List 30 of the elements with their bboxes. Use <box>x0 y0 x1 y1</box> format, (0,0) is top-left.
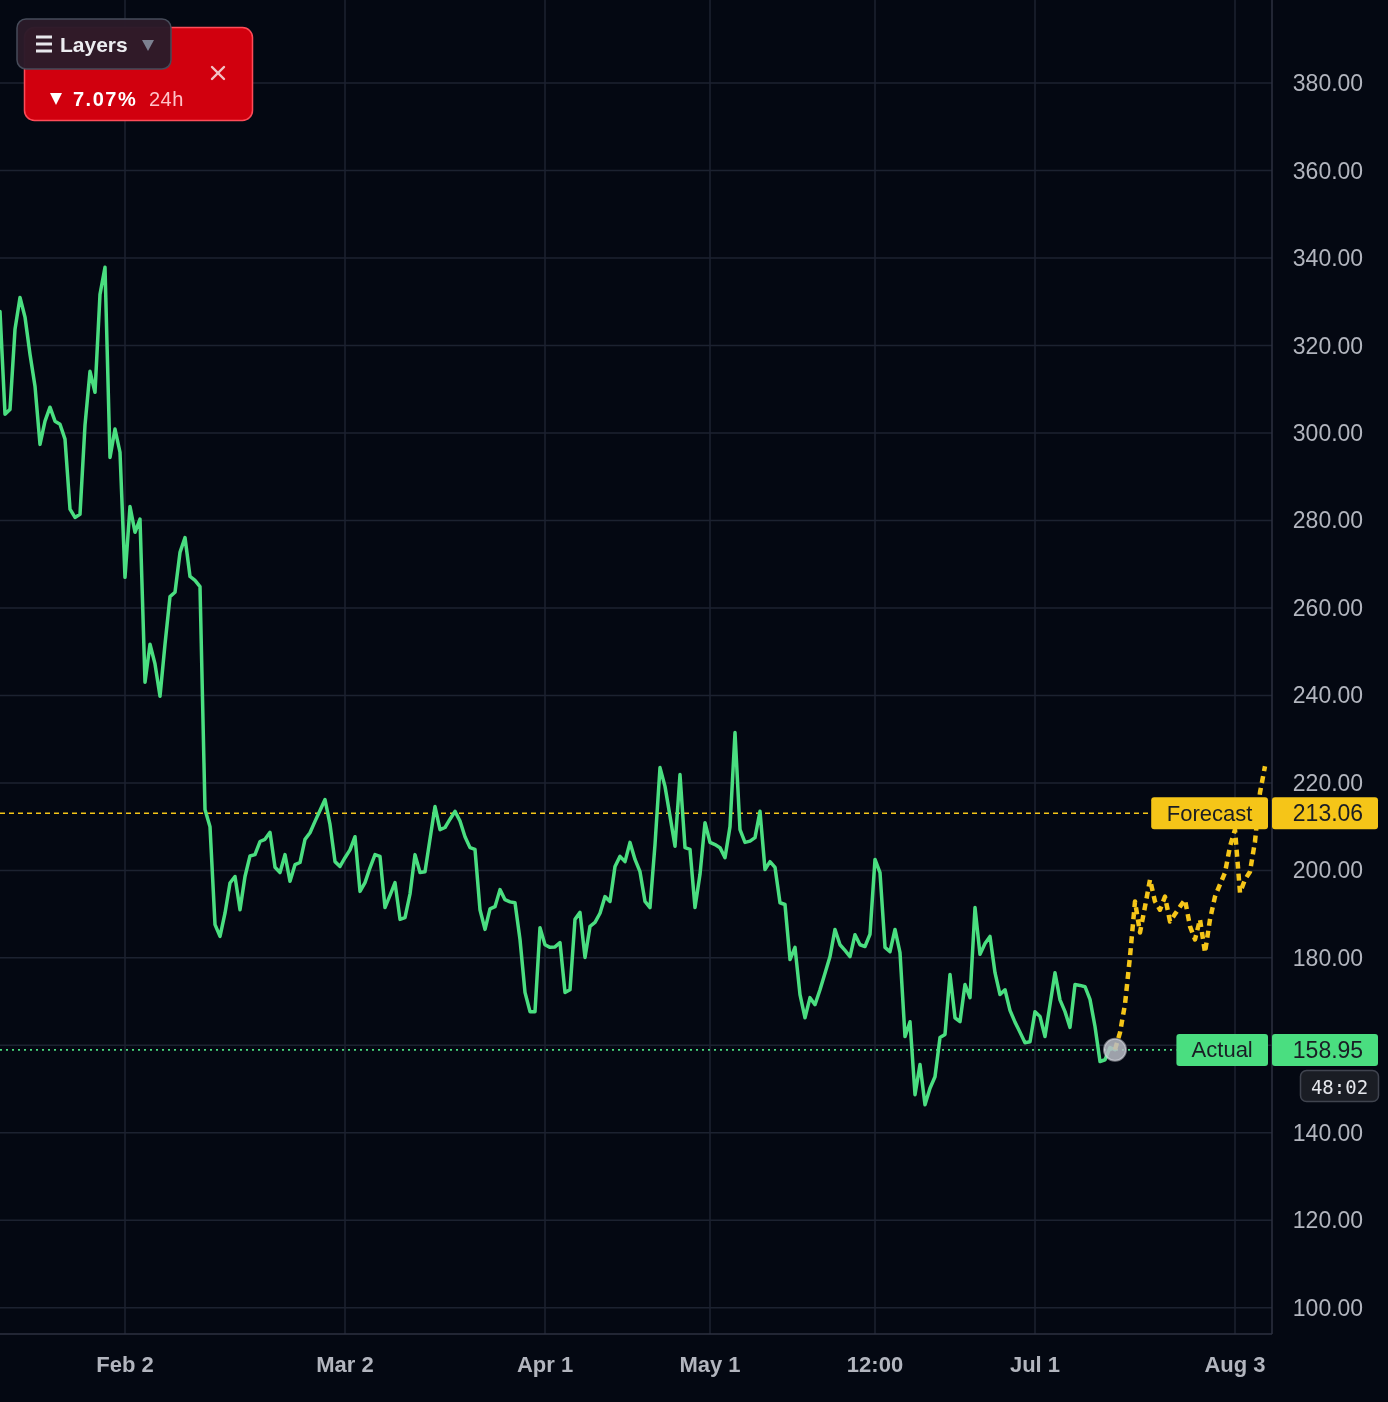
y-tick-label: 280.00 <box>1292 507 1364 534</box>
x-tick-label: Aug 3 <box>1204 1351 1266 1377</box>
y-tick-label: 220.00 <box>1292 769 1364 796</box>
x-tick-label: May 1 <box>679 1351 741 1377</box>
y-tick-label: 340.00 <box>1292 245 1364 272</box>
y-tick-label: 180.00 <box>1292 944 1364 971</box>
text: 158.95 <box>1292 1036 1364 1063</box>
x-tick-label: Jul 1 <box>1009 1351 1061 1377</box>
layers-button: Layers <box>16 18 172 70</box>
y-tick-label: 360.00 <box>1292 157 1364 184</box>
x-tick-label: Feb 2 <box>96 1351 154 1377</box>
y-tick-label: 300.00 <box>1292 420 1364 446</box>
y-tick-label: 260.00 <box>1292 594 1364 621</box>
y-tick-label: 200.00 <box>1292 857 1364 884</box>
text: 213.06 <box>1292 800 1364 827</box>
y-tick-label: 240.00 <box>1292 682 1364 709</box>
y-tick-label: 320.00 <box>1292 332 1364 359</box>
annotation: 24h <box>149 88 184 110</box>
y-tick-label: 380.00 <box>1292 70 1364 97</box>
x-tick-label: Mar 2 <box>316 1351 374 1377</box>
y-tick-label: 100.00 <box>1292 1294 1364 1321</box>
ref-line-label: Forecast <box>1166 800 1253 826</box>
annotation: 7.07% <box>73 88 138 110</box>
annotation: Layers <box>60 33 128 56</box>
ref-line-label: Actual <box>1191 1037 1253 1063</box>
y-tick-label: 120.00 <box>1292 1207 1364 1234</box>
x-tick-label: Apr 1 <box>516 1351 574 1377</box>
y-tick-label: 140.00 <box>1292 1119 1364 1146</box>
x-tick-label: 12:00 <box>846 1351 904 1377</box>
text: 48:02 <box>1310 1075 1369 1098</box>
